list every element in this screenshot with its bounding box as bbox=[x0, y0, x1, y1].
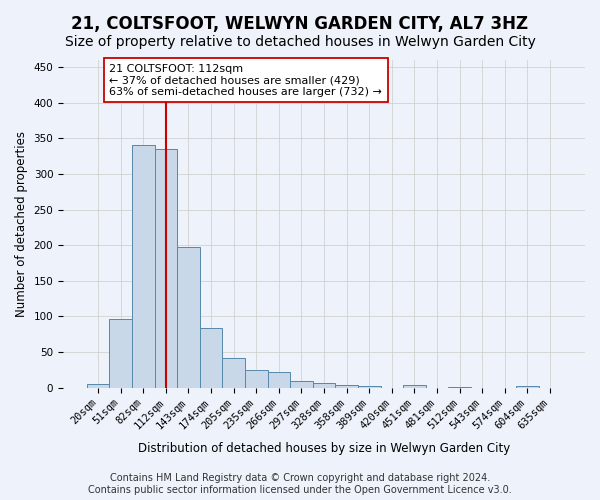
Bar bbox=[223, 358, 245, 388]
Text: 21, COLTSFOOT, WELWYN GARDEN CITY, AL7 3HZ: 21, COLTSFOOT, WELWYN GARDEN CITY, AL7 3… bbox=[71, 15, 529, 33]
Bar bbox=[403, 384, 425, 388]
Bar bbox=[290, 381, 313, 388]
Bar bbox=[132, 146, 155, 388]
Text: Size of property relative to detached houses in Welwyn Garden City: Size of property relative to detached ho… bbox=[65, 35, 535, 49]
Bar bbox=[313, 384, 335, 388]
Bar bbox=[335, 384, 358, 388]
Y-axis label: Number of detached properties: Number of detached properties bbox=[15, 131, 28, 317]
Bar bbox=[177, 248, 200, 388]
Bar bbox=[109, 318, 132, 388]
Bar bbox=[245, 370, 268, 388]
Bar bbox=[200, 328, 223, 388]
Text: Contains HM Land Registry data © Crown copyright and database right 2024.
Contai: Contains HM Land Registry data © Crown c… bbox=[88, 474, 512, 495]
Text: 21 COLTSFOOT: 112sqm
← 37% of detached houses are smaller (429)
63% of semi-deta: 21 COLTSFOOT: 112sqm ← 37% of detached h… bbox=[109, 64, 382, 97]
Bar bbox=[516, 386, 539, 388]
Bar bbox=[268, 372, 290, 388]
Bar bbox=[155, 149, 177, 388]
Bar bbox=[87, 384, 109, 388]
Bar bbox=[448, 387, 471, 388]
Bar bbox=[358, 386, 380, 388]
X-axis label: Distribution of detached houses by size in Welwyn Garden City: Distribution of detached houses by size … bbox=[138, 442, 510, 455]
